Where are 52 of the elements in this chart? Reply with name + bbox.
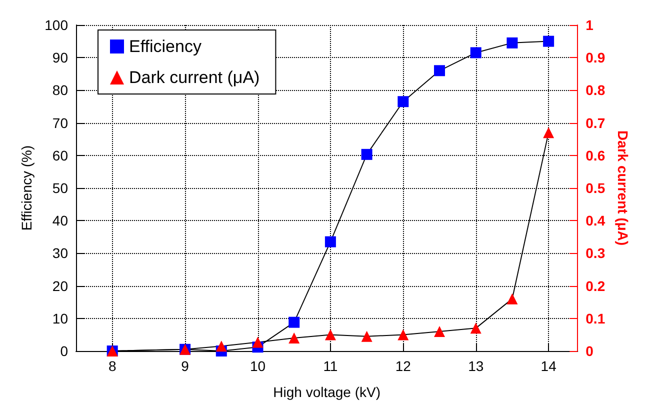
y-tick-label: 70: [52, 114, 68, 131]
point: [324, 236, 336, 248]
y-tick-label: 80: [52, 82, 68, 98]
point: [324, 329, 336, 340]
point: [252, 336, 264, 348]
y2-tick-label: 0.7: [586, 114, 606, 131]
y2-tick-label: 0: [586, 343, 594, 359]
point: [216, 340, 227, 352]
point: [470, 47, 482, 58]
y-tick-label: 30: [52, 245, 68, 262]
y2-tick-label: 0.5: [586, 180, 606, 196]
point: [434, 326, 446, 337]
legend-label: Efficiency: [129, 37, 202, 56]
x-tick-label: 9: [181, 358, 190, 374]
x-tick-label: 10: [250, 358, 266, 374]
y-tick-label: 60: [52, 147, 68, 164]
point: [543, 36, 554, 47]
x-tick-label: 11: [323, 358, 338, 374]
point: [543, 127, 554, 138]
y2-tick-label: 0.4: [586, 212, 606, 229]
point: [288, 332, 300, 344]
point: [398, 96, 409, 108]
y2-axis-title: Dark current (μA): [615, 130, 631, 246]
y2-tick-label: 0.2: [586, 278, 606, 294]
point: [470, 322, 482, 334]
y-tick-label: 0: [60, 343, 68, 359]
y-tick-label: 40: [52, 212, 68, 229]
y2-tick-label: 0.3: [586, 245, 606, 262]
legend-label: Dark current (μA): [129, 68, 260, 87]
y-tick-label: 100: [44, 17, 68, 33]
point: [434, 65, 446, 76]
point: [288, 316, 300, 328]
x-tick-label: 12: [395, 358, 412, 374]
x-tick-label: 14: [540, 358, 557, 374]
y2-tick-label: 0.8: [586, 82, 606, 98]
y2-tick-label: 0.9: [586, 50, 606, 66]
y-tick-label: 90: [52, 50, 68, 66]
y-tick-label: 10: [52, 310, 68, 326]
y-tick-label: 20: [52, 278, 68, 294]
point: [506, 293, 518, 304]
point: [398, 329, 409, 340]
y2-tick-label: 0.1: [586, 310, 606, 326]
x-tick-label: 8: [108, 358, 116, 374]
x-axis-title: High voltage (kV): [273, 384, 381, 400]
y2-tick-label: 1: [586, 17, 594, 33]
y-axis-title: Efficiency (%): [18, 145, 35, 231]
y2-tick-label: 0.6: [586, 147, 606, 164]
y-tick-label: 50: [52, 180, 68, 196]
point: [361, 148, 372, 160]
point: [506, 37, 518, 48]
point: [361, 330, 372, 342]
x-tick-label: 13: [468, 358, 484, 374]
